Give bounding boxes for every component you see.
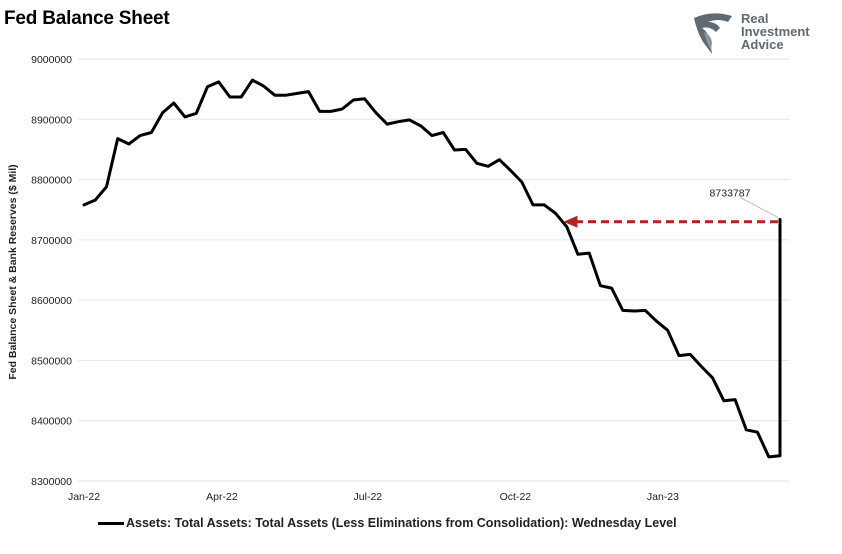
x-tick-label: Jan-23 bbox=[647, 491, 679, 503]
annotations-layer: 8733787 bbox=[563, 187, 779, 228]
y-tick-label: 8400000 bbox=[31, 416, 72, 428]
brand-line-2: Investment bbox=[741, 24, 810, 39]
y-axis-ticks: 8300000 8400000 8500000 8600000 8700000 88000… bbox=[31, 54, 72, 488]
legend-label: Assets: Total Assets: Total Assets (Less… bbox=[126, 516, 677, 530]
arrow-head bbox=[563, 215, 578, 228]
y-tick-label: 8500000 bbox=[31, 355, 72, 367]
data-label: 8733787 bbox=[710, 187, 751, 199]
y-axis-label: Fed Balance Sheet & Bank Reserves ($ Mil… bbox=[7, 164, 19, 379]
y-tick-label: 9000000 bbox=[31, 54, 72, 66]
series-line bbox=[82, 78, 782, 459]
legend-swatch bbox=[98, 521, 124, 525]
label-leader-line bbox=[739, 197, 779, 218]
x-axis-ticks: Jan-22 Apr-22 Jul-22 Oct-22 Jan-23 bbox=[68, 491, 679, 503]
x-tick-label: Apr-22 bbox=[206, 491, 238, 503]
x-tick-label: Oct-22 bbox=[500, 491, 532, 503]
y-tick-label: 8300000 bbox=[31, 476, 72, 488]
brand-logo: Real Investment Advice bbox=[690, 10, 825, 56]
chart-title: Fed Balance Sheet bbox=[4, 8, 170, 29]
y-tick-label: 8800000 bbox=[31, 175, 72, 187]
y-tick-label: 8900000 bbox=[31, 114, 72, 126]
eagle-icon bbox=[694, 13, 732, 54]
brand-name: Real Investment Advice bbox=[741, 12, 810, 51]
brand-line-1: Real bbox=[741, 11, 769, 26]
gridlines bbox=[78, 58, 790, 482]
series-layer bbox=[82, 78, 782, 459]
y-tick-label: 8600000 bbox=[31, 295, 72, 307]
x-tick-label: Jan-22 bbox=[68, 491, 100, 503]
legend: Assets: Total Assets: Total Assets (Less… bbox=[98, 516, 677, 530]
brand-line-3: Advice bbox=[741, 37, 784, 52]
x-tick-label: Jul-22 bbox=[354, 491, 383, 503]
y-tick-label: 8700000 bbox=[31, 235, 72, 247]
